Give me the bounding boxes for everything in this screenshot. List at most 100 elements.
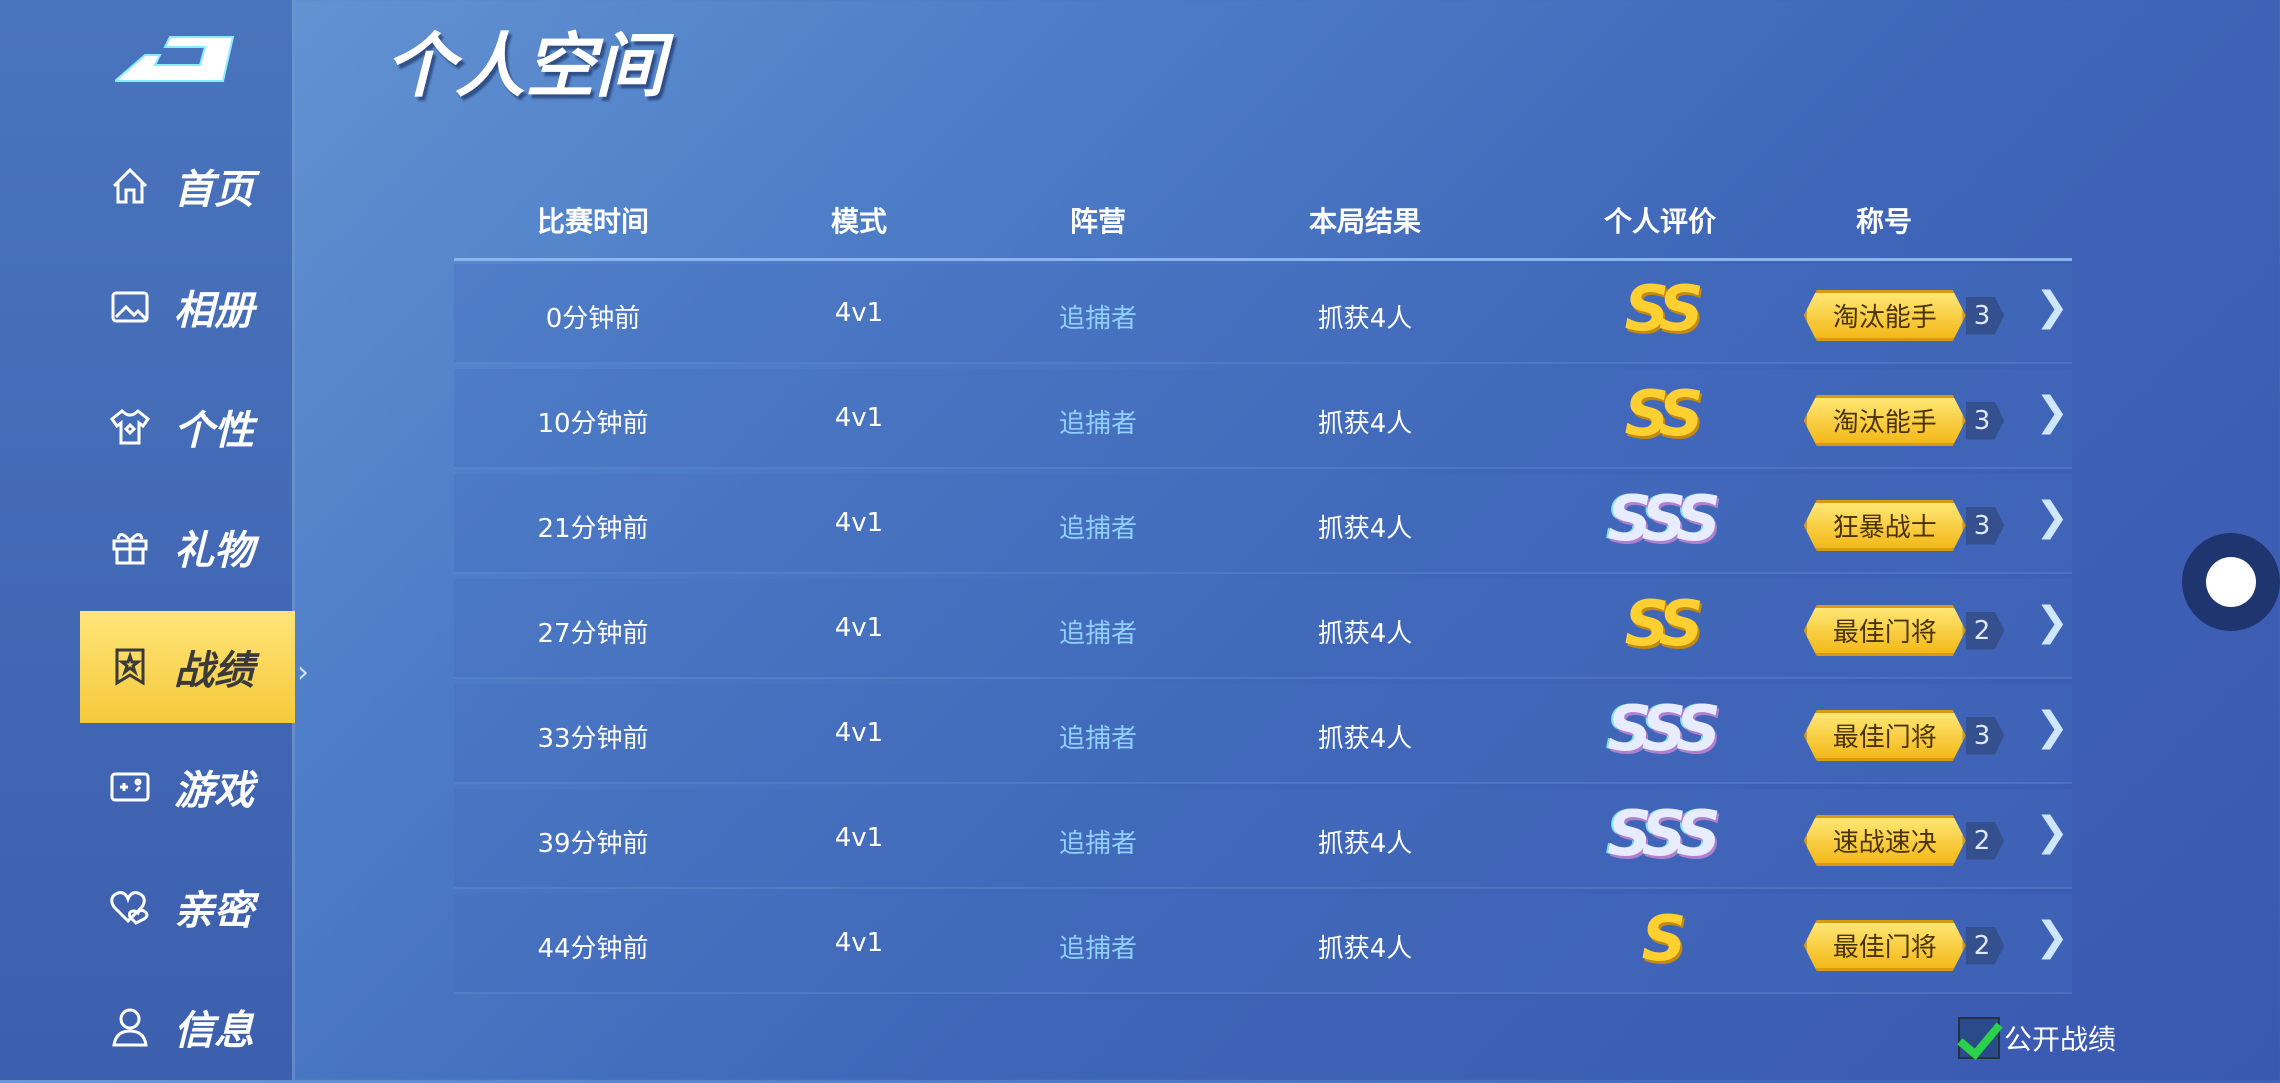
title-badge: 最佳门将 2 (1803, 605, 2005, 656)
title-badge: 最佳门将 3 (1803, 710, 2005, 761)
user-icon (112, 1008, 148, 1047)
match-mode: 4v1 (834, 613, 884, 643)
match-result: 抓获4人 (1317, 829, 1413, 859)
app-logo-icon (115, 36, 235, 82)
title-badge-label: 速战速决 (1803, 815, 1966, 866)
page-title: 个人空间 (385, 25, 665, 107)
sidebar-item-label: 相册 (174, 288, 254, 334)
title-badge-label: 淘汰能手 (1803, 290, 1966, 341)
floating-assist-button[interactable] (2182, 533, 2280, 631)
chevron-right-icon[interactable]: ❯ (2035, 599, 2069, 645)
title-badge: 速战速决 2 (1803, 815, 2005, 866)
match-camp: 追捕者 (1058, 724, 1138, 754)
sidebar-item-label: 首页 (174, 167, 254, 213)
sidebar-item-label: 个性 (174, 408, 254, 454)
grade-rating-icon: SS (1624, 377, 1703, 450)
title-level: 2 (1965, 611, 2005, 650)
chevron-right-icon[interactable]: ❯ (2035, 284, 2069, 330)
title-badge-label: 最佳门将 (1803, 710, 1966, 761)
column-header: 阵营 (1069, 205, 1127, 238)
sidebar-item-6[interactable]: 亲密 (80, 851, 295, 963)
header-divider (454, 258, 2072, 261)
match-result: 抓获4人 (1317, 724, 1413, 754)
match-camp: 追捕者 (1058, 619, 1138, 649)
shirt-icon (109, 408, 151, 445)
title-badge: 狂暴战士 3 (1803, 500, 2005, 551)
grade-rating-icon: SS (1624, 272, 1703, 345)
grade-rating-icon: SS (1624, 587, 1703, 660)
match-mode: 4v1 (834, 928, 884, 958)
chevron-right-icon[interactable]: ❯ (2035, 809, 2069, 855)
table-row[interactable]: 10分钟前 4v1 追捕者 抓获4人 SS 淘汰能手 3 ❯ (454, 369, 2072, 469)
chevron-right-icon[interactable]: ❯ (2035, 914, 2069, 960)
grade-rating-icon: SSS (1607, 692, 1721, 765)
chevron-right-icon[interactable]: ❯ (2035, 494, 2069, 540)
match-mode: 4v1 (834, 718, 884, 748)
match-time: 39分钟前 (537, 829, 649, 859)
grade-rating-icon: SSS (1607, 482, 1721, 555)
active-caret-icon: › (297, 655, 309, 690)
title-level: 3 (1965, 401, 2005, 440)
table-row[interactable]: 0分钟前 4v1 追捕者 抓获4人 SS 淘汰能手 3 ❯ (454, 264, 2072, 364)
column-header: 称号 (1855, 205, 1913, 238)
table-row[interactable]: 21分钟前 4v1 追捕者 抓获4人 SSS 狂暴战士 3 ❯ (454, 474, 2072, 574)
title-level: 3 (1965, 506, 2005, 545)
table-header: 比赛时间 模式 阵营 本局结果 个人评价 称号 (454, 200, 2072, 250)
sidebar-item-4[interactable]: 战绩 (80, 611, 295, 723)
match-mode: 4v1 (834, 298, 884, 328)
sidebar: 首页相册个性礼物战绩游戏亲密信息 › (0, 0, 309, 1083)
public-records-label: 公开战绩 (2004, 1023, 2117, 1056)
gamepad-icon (110, 772, 150, 802)
match-camp: 追捕者 (1058, 409, 1138, 439)
column-header: 本局结果 (1308, 205, 1422, 238)
floating-dot-icon (2206, 557, 2256, 607)
column-header: 模式 (830, 205, 888, 238)
record-badge-icon (115, 648, 145, 686)
title-level: 3 (1965, 296, 2005, 335)
table-row[interactable]: 39分钟前 4v1 追捕者 抓获4人 SSS 速战速决 2 ❯ (454, 789, 2072, 889)
table-row[interactable]: 33分钟前 4v1 追捕者 抓获4人 SSS 最佳门将 3 ❯ (454, 684, 2072, 784)
sidebar-item-label: 游戏 (174, 768, 254, 814)
table-row[interactable]: 27分钟前 4v1 追捕者 抓获4人 SS 最佳门将 2 ❯ (454, 579, 2072, 679)
sidebar-item-0[interactable]: 首页 (80, 130, 295, 242)
match-camp: 追捕者 (1058, 934, 1138, 964)
title-level: 2 (1965, 821, 2005, 860)
title-level: 2 (1965, 926, 2005, 965)
match-result: 抓获4人 (1317, 514, 1413, 544)
grade-rating-icon: SSS (1607, 797, 1721, 870)
column-header: 个人评价 (1603, 205, 1717, 238)
match-camp: 追捕者 (1058, 829, 1138, 859)
match-time: 27分钟前 (537, 619, 649, 649)
column-header: 比赛时间 (536, 205, 650, 238)
match-mode: 4v1 (834, 508, 884, 538)
grade-rating-icon: S (1641, 902, 1687, 975)
sidebar-item-label: 礼物 (174, 528, 254, 574)
sidebar-item-3[interactable]: 礼物 (80, 491, 295, 603)
title-badge: 淘汰能手 3 (1803, 290, 2005, 341)
sidebar-item-2[interactable]: 个性 (80, 371, 295, 483)
hearts-icon (110, 891, 149, 925)
match-result: 抓获4人 (1317, 304, 1413, 334)
title-badge-label: 最佳门将 (1803, 605, 1966, 656)
table-row[interactable]: 44分钟前 4v1 追捕者 抓获4人 S 最佳门将 2 ❯ (454, 894, 2072, 994)
image-icon (111, 291, 149, 323)
match-time: 0分钟前 (545, 304, 641, 334)
match-camp: 追捕者 (1058, 514, 1138, 544)
title-badge-label: 最佳门将 (1803, 920, 1966, 971)
sidebar-item-label: 信息 (174, 1008, 254, 1054)
match-mode: 4v1 (834, 403, 884, 433)
public-records-checkbox[interactable] (1958, 1017, 2000, 1059)
sidebar-item-1[interactable]: 相册 (80, 251, 295, 363)
chevron-right-icon[interactable]: ❯ (2035, 704, 2069, 750)
match-camp: 追捕者 (1058, 304, 1138, 334)
chevron-right-icon[interactable]: ❯ (2035, 389, 2069, 435)
match-result: 抓获4人 (1317, 619, 1413, 649)
sidebar-item-label: 亲密 (174, 888, 254, 934)
sidebar-item-5[interactable]: 游戏 (80, 731, 295, 843)
match-time: 33分钟前 (537, 724, 649, 754)
match-time: 44分钟前 (537, 934, 649, 964)
sidebar-item-7[interactable]: 信息 (80, 971, 295, 1083)
public-records-toggle[interactable]: 公开战绩 (1958, 1017, 2116, 1059)
match-mode: 4v1 (834, 823, 884, 853)
title-badge: 最佳门将 2 (1803, 920, 2005, 971)
